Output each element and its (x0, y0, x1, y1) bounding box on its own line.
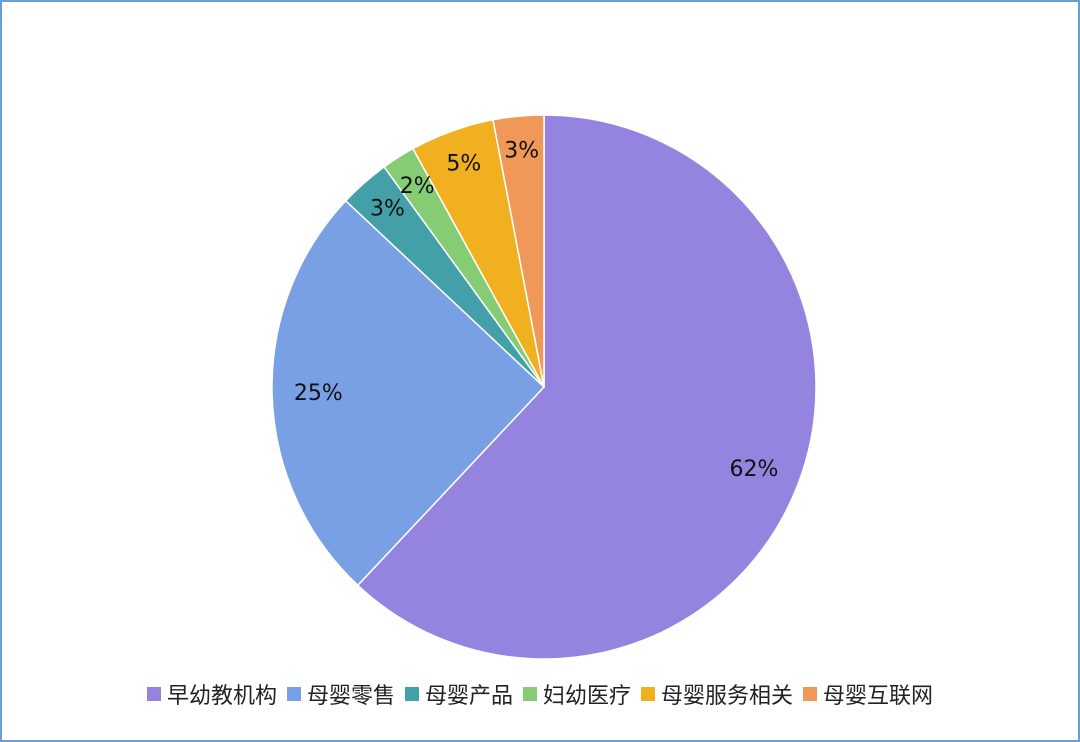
data-label: 3% (370, 196, 405, 221)
pie-slice (271, 199, 546, 587)
legend-label: 母婴产品 (424, 684, 513, 709)
legend-item: 母婴服务相关 (641, 678, 793, 710)
legend-item: 母婴产品 (404, 678, 513, 710)
data-label: 25% (294, 381, 343, 406)
legend-swatch (146, 687, 161, 701)
legend-swatch (523, 687, 537, 701)
legend-item: 母婴零售 (286, 678, 395, 710)
legend-label: 母婴服务相关 (661, 684, 794, 709)
legend-item: 妇幼医疗 (523, 678, 631, 710)
legend-item: 早幼教机构 (146, 678, 277, 710)
legend-swatch (286, 687, 301, 701)
data-label: 5% (446, 151, 481, 176)
legend-label: 母婴互联网 (823, 684, 934, 709)
data-label: 62% (729, 457, 778, 482)
legend-label: 早幼教机构 (166, 684, 277, 709)
legend-swatch (404, 687, 419, 701)
data-label: 2% (400, 174, 435, 199)
pie-slice (492, 114, 545, 388)
legend-item: 母婴互联网 (803, 678, 933, 710)
legend-label: 妇幼医疗 (543, 684, 632, 709)
legend-swatch (641, 687, 656, 701)
pie-slice (356, 114, 817, 660)
data-label: 3% (504, 138, 539, 163)
legend-label: 母婴零售 (306, 684, 395, 709)
legend-swatch (803, 687, 818, 701)
legend: 早幼教机构 母婴零售 母婴产品 妇幼医疗 母婴服务相关 母婴互联网 (0, 678, 1080, 710)
